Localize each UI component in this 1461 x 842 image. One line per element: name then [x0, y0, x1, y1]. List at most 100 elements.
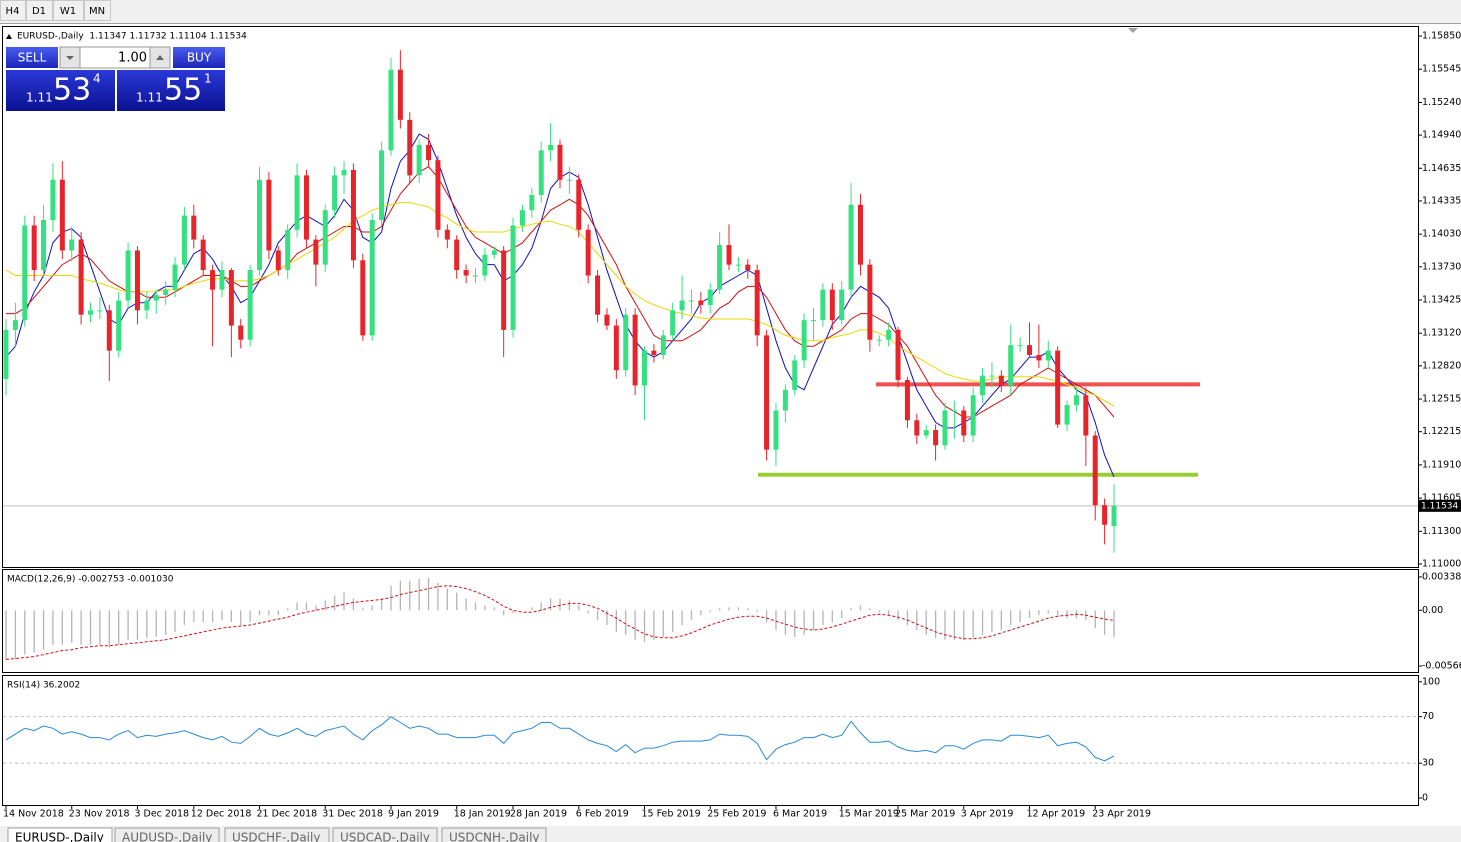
candle-body: [50, 179, 56, 220]
y-tick-label: 1.14635: [1422, 163, 1461, 174]
candle-body: [510, 225, 516, 330]
timeframe-tab[interactable]: [84, 0, 111, 21]
candle-body: [322, 210, 328, 265]
ask-box[interactable]: [117, 70, 225, 111]
symbol-tab-label: EURUSD-,Daily: [15, 831, 104, 842]
y-tick-label: 1.15850: [1422, 31, 1461, 42]
timeframe-tab[interactable]: [0, 0, 26, 21]
x-tick-label: 31 Dec 2018: [322, 809, 383, 820]
candle-body: [670, 310, 676, 336]
candle-body: [867, 264, 873, 340]
y-tick-label: 1.11300: [1422, 526, 1461, 537]
price-tag: [1419, 499, 1461, 512]
candle-body: [1055, 350, 1061, 425]
candle-body: [482, 254, 488, 276]
y-tick-label: 30: [1422, 758, 1434, 769]
candle-body: [839, 289, 845, 321]
candle-body: [1064, 405, 1070, 425]
candle-body: [407, 119, 413, 176]
candle-body: [904, 379, 910, 421]
candle-body: [970, 395, 976, 436]
bid-big: 53: [53, 73, 91, 108]
macd-panel: [2, 569, 1419, 673]
candle-body: [369, 219, 375, 336]
y-tick-label: 1.12820: [1422, 360, 1461, 371]
candle-body: [961, 410, 967, 436]
y-tick-label: 1.12215: [1422, 426, 1461, 437]
candle-body: [134, 250, 140, 311]
candle-body: [604, 314, 610, 326]
symbol-tab-label: USDCNH-,Daily: [449, 831, 540, 842]
candle-body: [886, 329, 892, 340]
candle-body: [735, 264, 741, 266]
candle-body: [388, 69, 394, 151]
candle-body: [144, 300, 150, 311]
symbol-tab[interactable]: [7, 827, 113, 842]
sell-button[interactable]: [6, 47, 58, 68]
x-tick-label: 21 Dec 2018: [257, 809, 318, 820]
candle-body: [632, 314, 638, 386]
candle-body: [519, 210, 525, 226]
one-click-trading: SELL 1.00 BUY 1.11 53 4 1.11 55 1: [6, 46, 225, 111]
candle-body: [303, 175, 309, 240]
candle-body: [472, 275, 478, 277]
y-tick-label: 1.15240: [1422, 97, 1461, 108]
bid-box[interactable]: [6, 70, 115, 111]
candle-body: [397, 69, 403, 120]
symbol-tab[interactable]: [332, 827, 438, 842]
candle-body: [266, 179, 272, 251]
buy-button[interactable]: [173, 47, 225, 68]
candle-body: [31, 225, 37, 271]
candle-body: [491, 250, 497, 255]
ask-big: 55: [164, 73, 202, 108]
x-tick-label: 15 Mar 2019: [839, 809, 899, 820]
candle-body: [228, 270, 234, 326]
x-tick-label: 28 Jan 2019: [510, 809, 567, 820]
y-tick-label: 1.14940: [1422, 130, 1461, 141]
candle-body: [341, 169, 347, 176]
moving-average: [6, 166, 1115, 418]
candle-body: [717, 245, 723, 290]
candle-body: [726, 245, 732, 265]
rsi-line: [5, 716, 1115, 762]
collapse-icon[interactable]: [6, 34, 12, 39]
y-tick-label: 1.11605: [1422, 493, 1461, 504]
candle-body: [1045, 350, 1051, 361]
candle-body: [153, 295, 159, 301]
candle-body: [219, 270, 225, 290]
x-tick-label: 18 Jan 2019: [454, 809, 511, 820]
y-tick-label: -0.005663: [1422, 661, 1461, 672]
candle-body: [764, 335, 770, 450]
candle-body: [116, 300, 122, 351]
timeframe-tab[interactable]: [53, 0, 84, 21]
symbol-tab[interactable]: [114, 827, 220, 842]
signal-line: [5, 585, 1115, 660]
symbol-tab[interactable]: [224, 827, 330, 842]
candle-body: [1008, 345, 1014, 386]
candle-body: [585, 229, 591, 276]
x-tick-label: 23 Apr 2019: [1092, 809, 1151, 820]
candle-body: [285, 229, 291, 271]
candle-body: [773, 410, 779, 450]
candle-body: [435, 160, 441, 230]
symbol-tab-label: AUDUSD-,Daily: [122, 831, 212, 842]
candle-body: [980, 375, 986, 396]
y-tick-label: 100: [1422, 676, 1440, 687]
timeframe-tab[interactable]: [26, 0, 53, 21]
x-tick-label: 3 Apr 2019: [961, 809, 1014, 820]
candle-body: [172, 264, 178, 290]
toolbar-bg: [0, 0, 1461, 24]
candle-body: [951, 410, 957, 412]
candle-body: [444, 229, 450, 240]
symbol-tab[interactable]: [441, 827, 547, 842]
indicator-title: MACD(12,26,9) -0.002753 -0.001030: [7, 575, 174, 585]
candle-body: [454, 239, 460, 271]
x-tick-label: 25 Mar 2019: [895, 809, 955, 820]
candle-body: [595, 275, 601, 315]
timeframe-label: MN: [89, 6, 105, 17]
candle-body: [3, 329, 9, 379]
candle-body: [1026, 345, 1032, 355]
x-tick-label: 14 Nov 2018: [3, 809, 64, 820]
